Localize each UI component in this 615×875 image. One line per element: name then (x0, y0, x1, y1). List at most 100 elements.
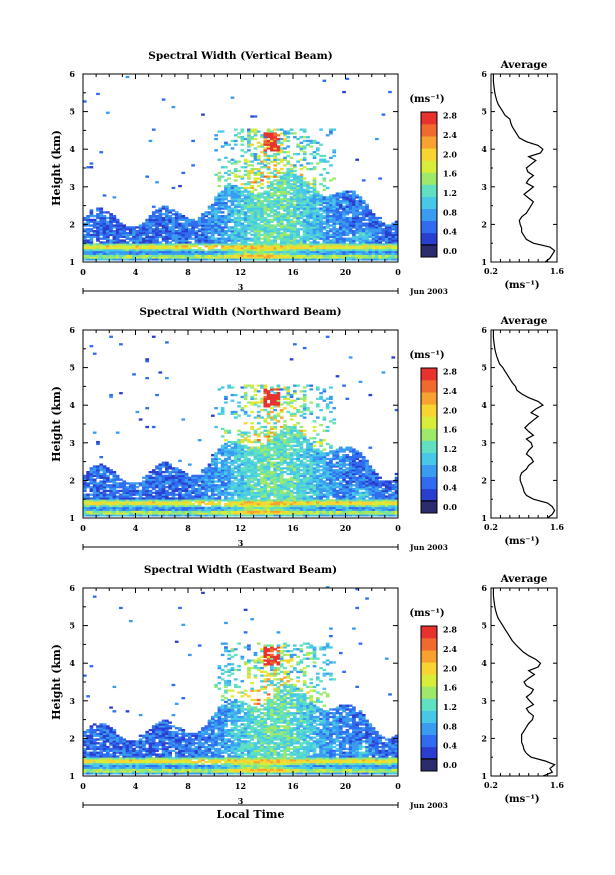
heatmap-cell (243, 392, 248, 395)
heatmap-cell (256, 480, 261, 483)
heatmap-cell (253, 231, 258, 235)
heatmap-cell (266, 190, 271, 193)
heatmap-cell (237, 502, 241, 506)
heatmap-cell (329, 128, 333, 131)
heatmap-cell (329, 224, 333, 227)
heatmap-cell (224, 512, 228, 515)
heatmap-cell (273, 213, 277, 216)
heatmap-cell (184, 512, 189, 515)
heatmap-cell (174, 482, 179, 485)
heatmap-cell (260, 497, 264, 500)
heatmap-cell (319, 222, 323, 225)
heatmap-cell (86, 230, 90, 233)
heatmap-cell (184, 235, 189, 238)
heatmap-cell (99, 487, 104, 491)
heatmap-cell (210, 480, 215, 483)
heatmap-cell (276, 137, 281, 141)
heatmap-cell (247, 243, 251, 246)
heatmap-cell (109, 501, 113, 504)
heatmap-cell (253, 476, 258, 479)
heatmap-cell (237, 448, 241, 451)
heatmap-cell (319, 213, 323, 216)
heatmap-cell (201, 215, 205, 218)
heatmap-cell (217, 199, 222, 203)
heatmap-cell (210, 241, 215, 244)
heatmap-cell (368, 250, 373, 253)
heatmap-cell (102, 474, 107, 478)
heatmap-cell (214, 504, 218, 508)
heatmap-cell (315, 218, 320, 222)
heatmap-cell (145, 504, 150, 508)
heatmap-cell (325, 230, 330, 233)
heatmap-cell (171, 487, 176, 491)
heatmap-cell (355, 237, 360, 240)
heatmap-cell (161, 487, 166, 491)
heatmap-cell (312, 250, 317, 253)
heatmap-cell (184, 480, 189, 483)
heatmap-cell (165, 209, 169, 212)
heatmap-cell (214, 134, 218, 137)
heatmap-cell (253, 478, 258, 481)
heatmap-cell (214, 510, 218, 513)
heatmap-cell (260, 506, 264, 509)
heatmap-cell (263, 147, 268, 150)
heatmap-cell (243, 486, 248, 489)
heatmap-cell (256, 487, 261, 491)
heatmap-cell (119, 499, 123, 502)
heatmap-cell (243, 446, 248, 449)
heatmap-cell (83, 502, 87, 506)
heatmap-cell (204, 514, 209, 517)
heatmap-cell (122, 250, 127, 253)
heatmap-cell (161, 218, 166, 222)
heatmap-cell (247, 173, 251, 176)
heatmap-cell (381, 237, 386, 240)
heatmap-cell (145, 514, 150, 517)
heatmap-cell (270, 457, 274, 461)
heatmap-cell (132, 514, 136, 517)
heatmap-cell (86, 166, 90, 169)
heatmap-cell (391, 224, 396, 227)
heatmap-cell (151, 476, 156, 479)
heatmap-cell (161, 239, 166, 242)
heatmap-cell (158, 478, 163, 481)
heatmap-cell (145, 360, 150, 363)
heatmap-cell (119, 254, 123, 257)
heatmap-cell (253, 213, 258, 216)
heatmap-cell (263, 435, 268, 438)
heatmap-cell (217, 216, 222, 220)
heatmap-cell (158, 497, 163, 500)
heatmap-cell (260, 487, 264, 491)
heatmap-cell (217, 487, 222, 491)
heatmap-cell (148, 226, 153, 229)
heatmap-cell (266, 231, 271, 235)
heatmap-cell (273, 141, 277, 144)
heatmap-cell (237, 478, 241, 481)
heatmap-cell (224, 452, 228, 455)
heatmap-cell (299, 235, 304, 238)
heatmap-cell (243, 469, 248, 472)
heatmap-cell (109, 393, 113, 397)
heatmap-cell (204, 487, 209, 491)
heatmap-cell (302, 205, 307, 208)
heatmap-cell (119, 495, 123, 498)
heatmap-cell (109, 508, 113, 511)
heatmap-cell (86, 501, 90, 504)
heatmap-cell (210, 499, 215, 502)
heatmap-cell (266, 491, 271, 494)
heatmap-cell (256, 501, 261, 504)
heatmap-cell (315, 258, 320, 261)
heatmap-cell (230, 486, 235, 489)
heatmap-cell (233, 467, 238, 470)
heatmap-cell (345, 190, 350, 193)
heatmap-cell (227, 469, 232, 472)
heatmap-cell (286, 235, 291, 238)
heatmap-cell (240, 154, 245, 158)
heatmap-cell (99, 213, 104, 216)
heatmap-cell (273, 154, 277, 158)
heatmap-cell (250, 215, 255, 218)
heatmap-cell (171, 486, 176, 489)
heatmap-cell (237, 231, 241, 235)
heatmap-cell (155, 209, 159, 212)
heatmap-cell (194, 504, 199, 508)
heatmap-cell (332, 246, 337, 250)
